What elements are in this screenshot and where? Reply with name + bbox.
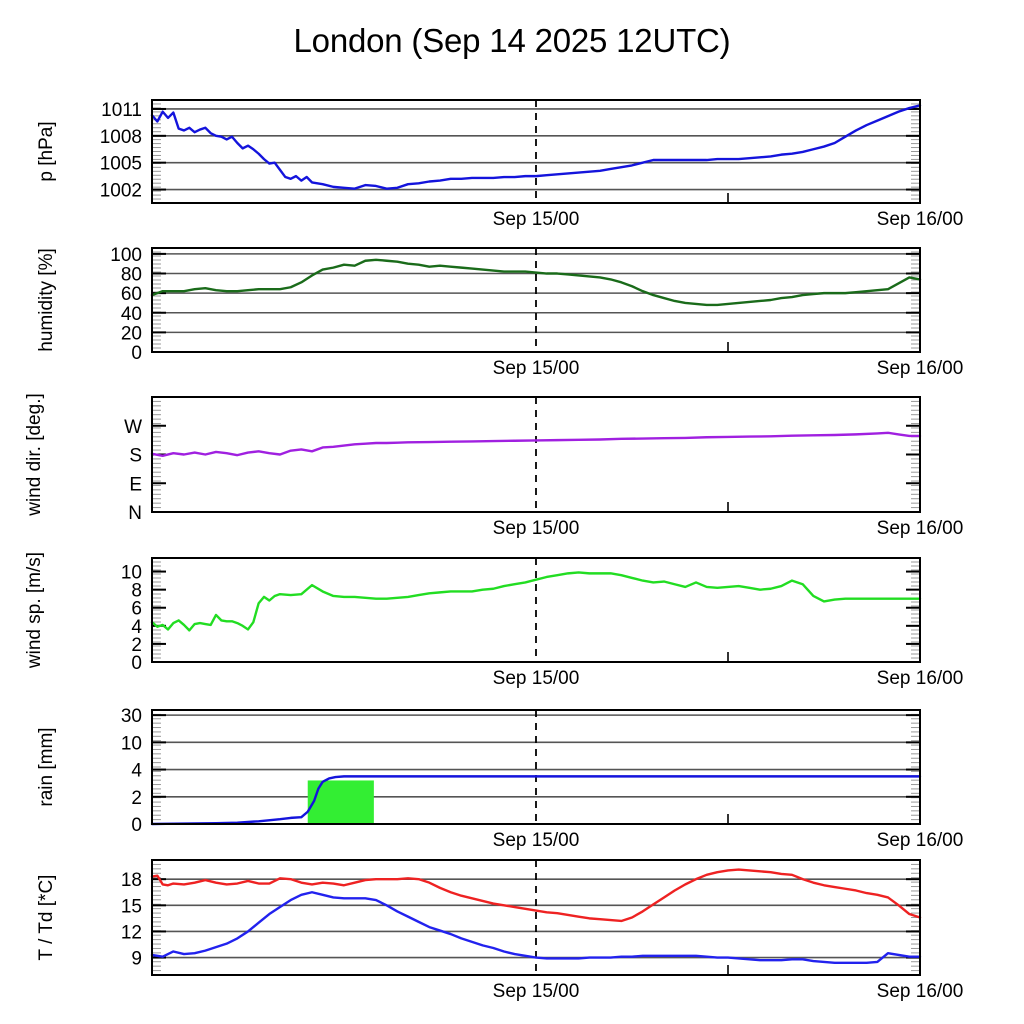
y-tick-label: 40 [121,304,142,325]
y-tick-label: 8 [131,581,142,602]
x-tick-label: Sep 16/00 [877,668,964,689]
y-tick-label: W [124,417,142,438]
y-axis-title: p [hPa] [36,121,57,181]
y-tick-label: 0 [131,653,142,674]
y-tick-label: E [129,474,142,495]
data-series-line [150,104,922,190]
x-tick-label: Sep 16/00 [877,358,964,379]
panel-frame-overlay [151,557,921,663]
y-axis-title: rain [mm] [36,727,57,806]
panel-frame-overlay [151,396,921,513]
x-tick-label: Sep 15/00 [493,358,580,379]
y-tick-label: 1005 [100,154,142,175]
panel-frame-overlay [151,859,921,976]
data-series-line [150,431,922,457]
x-tick-label: Sep 15/00 [493,209,580,230]
y-tick-label: 10 [121,733,142,754]
y-tick-label: 10 [121,563,142,584]
data-series-line [150,258,922,307]
y-axis-title: T / Td [*C] [36,875,57,961]
panel-temperature: 9 12 15 18 T / Td [*C] Sep 15/00 Sep 16/00 [36,859,964,1002]
y-tick-label: 15 [121,896,142,917]
y-tick-label: 60 [121,284,142,305]
y-tick-label: S [129,446,142,467]
y-tick-label: 1008 [100,127,142,148]
y-tick-label: 6 [131,599,142,620]
y-tick-label: 100 [110,245,142,266]
y-tick-label: N [128,503,142,524]
x-tick-label: Sep 16/00 [877,518,964,539]
x-tick-label: Sep 15/00 [493,518,580,539]
x-tick-label: Sep 15/00 [493,668,580,689]
y-tick-label: 2 [131,788,142,809]
y-axis-title: humidity [%] [36,248,57,351]
data-series-line [150,571,922,632]
panel-pressure: 1002 1005 1008 1011 p [hPa] Sep 15/00 Sep 16/0… [36,99,964,230]
panel-frame-overlay [151,99,921,204]
rain-bar [307,780,374,824]
y-tick-label: 30 [121,706,142,727]
data-series-line [150,891,922,964]
x-tick-label: Sep 16/00 [877,209,964,230]
y-tick-label: 9 [131,949,142,970]
panel-frame-overlay [151,247,921,353]
x-tick-label: Sep 16/00 [877,981,964,1002]
x-tick-label: Sep 15/00 [493,981,580,1002]
panel-rain: 0 2 4 10 30 rain [mm] Sep 15/00 Sep 16/00 [36,706,963,851]
y-tick-label: 0 [131,815,142,836]
y-tick-label: 2 [131,635,142,656]
y-tick-label: 1011 [101,100,142,121]
panel-frame-overlay [151,709,921,825]
y-tick-label: 18 [121,870,142,891]
y-tick-label: 4 [131,761,142,782]
x-tick-label: Sep 15/00 [493,830,580,851]
y-axis-title: wind dir. [deg.] [24,393,45,517]
x-tick-label: Sep 16/00 [877,830,964,851]
y-tick-label: 4 [131,617,142,638]
page-title: London (Sep 14 2025 12UTC) [293,22,731,59]
y-axis-title: wind sp. [m/s] [24,552,45,669]
data-series-line [150,775,922,826]
y-tick-label: 12 [121,922,142,943]
data-series-line [150,868,922,923]
y-tick-label: 20 [121,323,142,344]
y-tick-label: 0 [131,343,142,364]
y-tick-label: 80 [121,265,142,286]
y-tick-label: 1002 [100,181,142,202]
